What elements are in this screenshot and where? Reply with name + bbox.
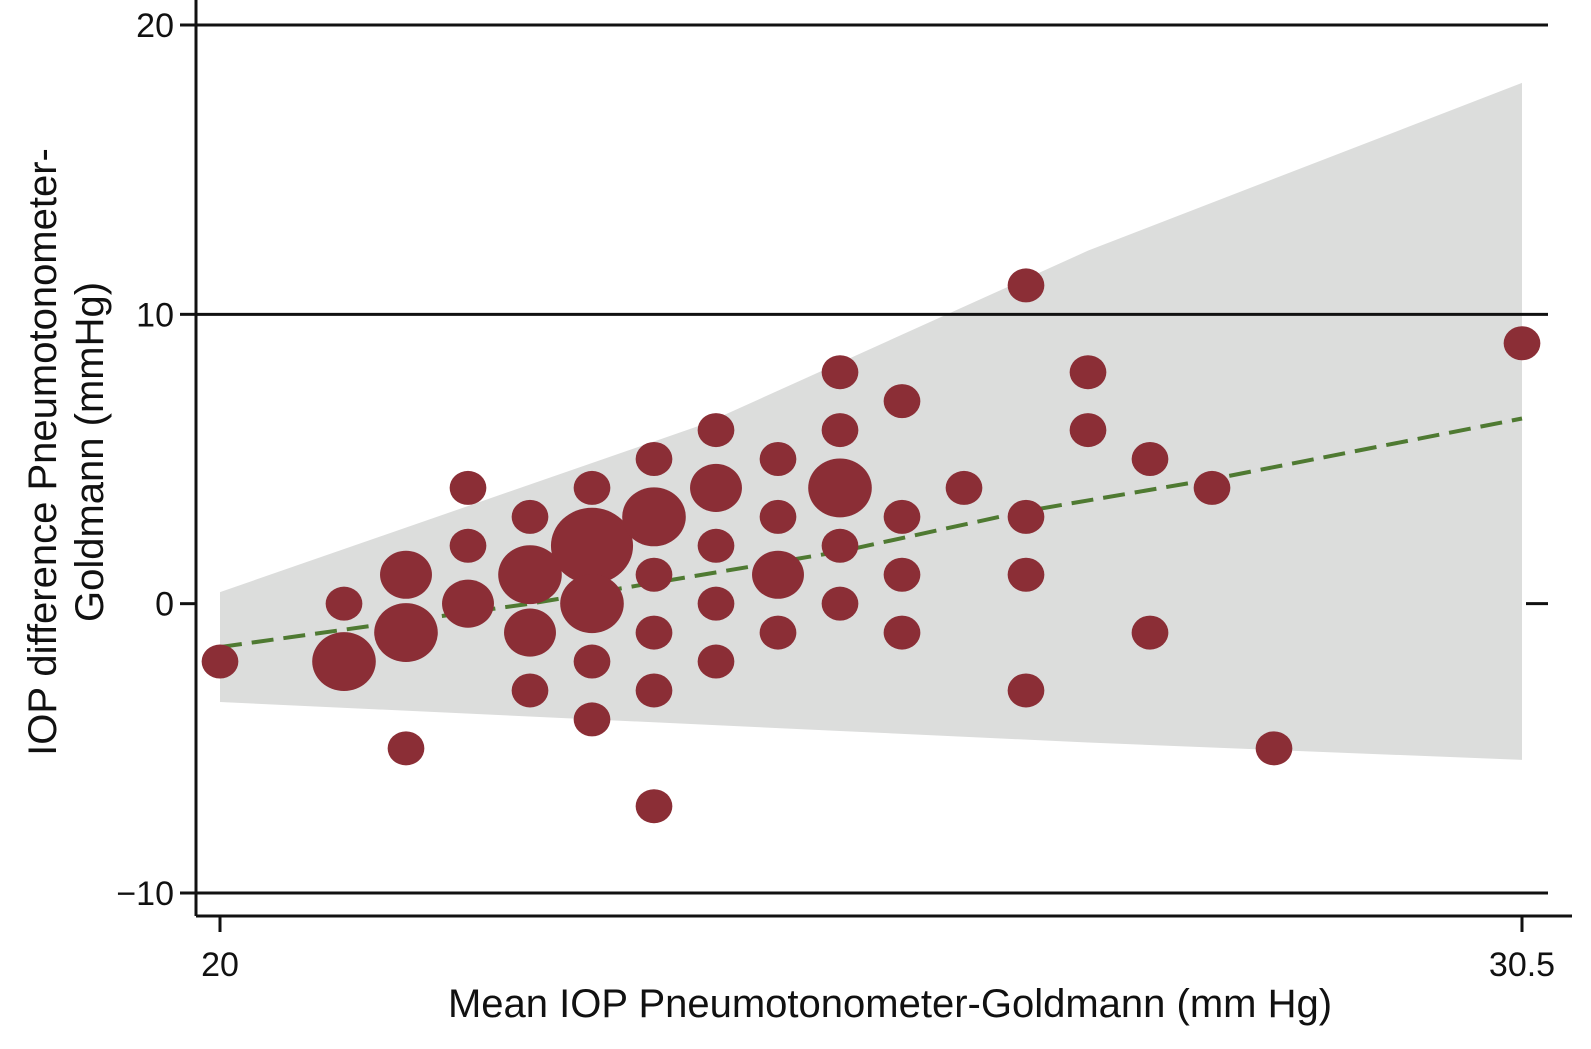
data-point [387, 731, 425, 766]
data-point [1193, 470, 1231, 505]
data-point [442, 579, 494, 628]
y-tick-label: −10 [116, 875, 174, 913]
data-point [550, 507, 634, 584]
data-point [1131, 442, 1169, 476]
data-point [697, 644, 735, 679]
data-point [759, 615, 797, 650]
y-axis-title: IOP difference Pneumotonometer- Goldmann… [21, 148, 112, 756]
data-point [883, 384, 921, 419]
data-point [883, 499, 921, 534]
data-point [752, 550, 804, 599]
y-axis-title-line-2: Goldmann (mmHg) [68, 282, 112, 622]
data-point [1131, 615, 1169, 650]
data-point [449, 528, 487, 563]
data-point [504, 608, 556, 657]
data-point [697, 528, 735, 563]
data-point [883, 557, 921, 592]
y-tick-label: 10 [136, 296, 174, 334]
x-tick-label: 30.5 [1489, 946, 1555, 984]
data-point [697, 413, 735, 448]
data-point [635, 789, 673, 824]
y-axis-ticks: −10 0 10 20 [116, 7, 196, 913]
data-point [1007, 673, 1045, 708]
data-point [201, 644, 239, 679]
data-point [325, 586, 363, 621]
axes [194, 0, 1572, 918]
x-axis-title: Mean IOP Pneumotonometer-Goldmann (mm Hg… [448, 982, 1332, 1026]
data-point [622, 487, 686, 547]
data-point [759, 499, 797, 534]
data-point [449, 470, 487, 505]
data-point [1007, 499, 1045, 534]
y-tick-label: 20 [136, 7, 174, 45]
data-point [821, 528, 859, 563]
data-point [312, 632, 376, 691]
data-point [1069, 413, 1107, 448]
data-point [374, 603, 438, 663]
data-point [635, 442, 673, 476]
data-point [821, 586, 859, 621]
x-axis-ticks: 20 30.5 [201, 916, 1555, 984]
data-point [1007, 557, 1045, 592]
x-tick-label: 20 [201, 946, 239, 984]
data-points [201, 268, 1541, 824]
data-point [511, 673, 549, 708]
data-point [573, 470, 611, 505]
data-point [945, 470, 983, 505]
data-point [883, 615, 921, 650]
data-point [821, 413, 859, 448]
y-axis-title-line-1: IOP difference Pneumotonometer- [21, 148, 65, 756]
data-point [511, 499, 549, 534]
data-point [635, 673, 673, 708]
data-point [1007, 268, 1045, 303]
data-point [560, 574, 624, 634]
data-point [690, 463, 742, 512]
gridlines [196, 23, 1548, 895]
data-point [635, 615, 673, 650]
data-point [697, 586, 735, 621]
data-point [1503, 326, 1541, 361]
data-point [380, 550, 432, 599]
data-point [573, 702, 611, 737]
data-point [808, 458, 872, 518]
y-tick-label: 0 [155, 586, 174, 624]
data-point [1069, 355, 1107, 390]
data-point [573, 644, 611, 679]
data-point [759, 442, 797, 476]
data-point [635, 557, 673, 592]
data-point [1255, 731, 1293, 766]
data-point [821, 355, 859, 390]
data-point [498, 545, 562, 605]
